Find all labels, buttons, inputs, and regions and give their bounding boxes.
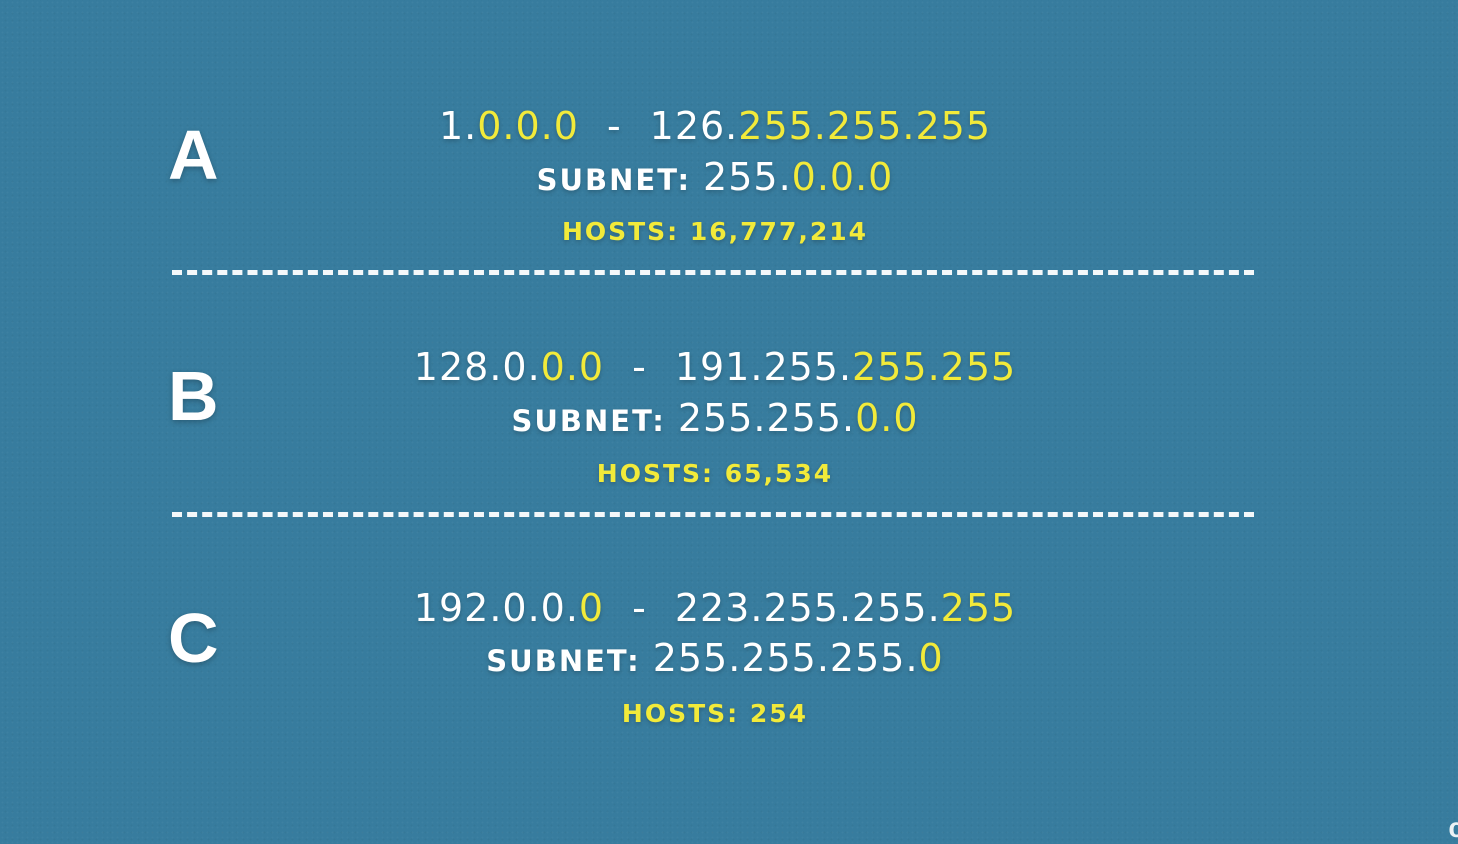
class-c-range-start-network: 192.0.0. <box>413 586 579 630</box>
class-a-range-dash: - <box>606 104 622 148</box>
class-b-range-start-network: 128.0. <box>413 345 541 389</box>
class-c-range: 192.0.0.0-223.255.255.255 <box>0 586 1430 630</box>
class-c-subnet-label: SUBNET: <box>486 644 641 678</box>
class-c-letter: C <box>168 599 219 677</box>
class-b-hosts: HOSTS: 65,534 <box>596 459 834 488</box>
class-a-range: 1.0.0.0-126.255.255.255 <box>0 104 1430 148</box>
class-a-hosts: HOSTS: 16,777,214 <box>561 217 869 246</box>
class-c-hosts: HOSTS: 254 <box>621 699 809 728</box>
class-a-subnet: SUBNET: 255.0.0.0 <box>0 155 1430 199</box>
class-c-range-end-network: 223.255.255. <box>674 586 941 630</box>
class-c-subnet: SUBNET: 255.255.255.0 <box>0 636 1430 680</box>
class-a-letter: A <box>168 116 219 194</box>
class-b-range-end-host: 255.255 <box>852 345 1017 389</box>
class-b-range-end-network: 191.255. <box>674 345 853 389</box>
class-c-range-dash: - <box>632 586 647 630</box>
class-a-subnet-network: 255. <box>703 155 792 199</box>
section-divider-1 <box>172 270 1254 275</box>
class-b-letter: B <box>168 357 219 435</box>
class-b-range-start-host: 0.0 <box>540 345 605 389</box>
corner-logo-mark: c <box>1448 812 1458 843</box>
class-c-range-end-host: 255 <box>940 586 1017 630</box>
class-b-range-dash: - <box>632 345 647 389</box>
class-b-subnet: SUBNET: 255.255.0.0 <box>0 396 1430 440</box>
class-c-subnet-network: 255.255.255. <box>652 636 919 680</box>
class-a-range-end-network: 126. <box>649 104 739 148</box>
class-b-subnet-host: 0.0 <box>855 396 919 440</box>
class-c-subnet-host: 0 <box>918 636 944 680</box>
class-c-range-start-host: 0 <box>578 586 605 630</box>
class-b-range: 128.0.0.0-191.255.255.255 <box>0 345 1430 389</box>
class-b-subnet-network: 255.255. <box>677 396 856 440</box>
class-a-range-start-network: 1. <box>438 104 478 148</box>
class-a-subnet-label: SUBNET: <box>536 163 692 197</box>
class-a-range-end-host: 255.255.255 <box>738 104 992 148</box>
class-a-subnet-host: 0.0.0 <box>791 155 894 199</box>
class-a-range-start-host: 0.0.0 <box>477 104 579 148</box>
class-b-subnet-label: SUBNET: <box>511 404 666 438</box>
section-divider-2 <box>172 512 1254 517</box>
